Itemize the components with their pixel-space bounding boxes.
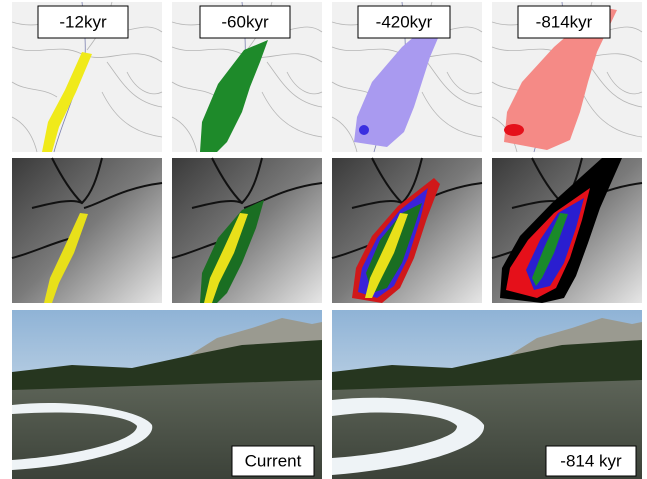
label-text: -12kyr [59,12,107,31]
label-text: -814 kyr [560,451,622,470]
map-panel [11,1,163,153]
river-extent [200,40,268,152]
label-text: Current [245,451,302,470]
elevation-map [11,157,163,304]
label: Current [231,445,315,477]
label: -814kyr [517,5,611,39]
channel [532,213,568,286]
map-panel [171,1,323,153]
label: -814 kyr [545,445,637,477]
label-box [231,445,315,477]
elevation-panel [331,157,483,304]
lake [504,124,524,136]
label-text: -60kyr [221,12,269,31]
river-extent [504,7,617,150]
lake [359,125,369,135]
label-box [545,445,637,477]
label: -12kyr [37,5,129,39]
label: -420kyr [357,5,451,39]
map-panel [331,1,483,153]
elevation-panel [171,157,323,304]
label: -60kyr [199,5,291,39]
elevation-panel [11,157,163,304]
river [332,397,485,475]
rendering [332,310,642,479]
elevation-panel [491,157,643,304]
channel [44,213,88,303]
map-panel [491,1,643,153]
label-text: -814kyr [536,12,593,31]
label-box [37,5,129,39]
label-box [517,5,611,39]
channel [204,213,248,303]
river-extent [354,17,444,147]
label-box [357,5,451,39]
channel [365,213,408,298]
label-box [199,5,291,39]
label-text: -420kyr [376,12,433,31]
river-extent [42,52,92,152]
